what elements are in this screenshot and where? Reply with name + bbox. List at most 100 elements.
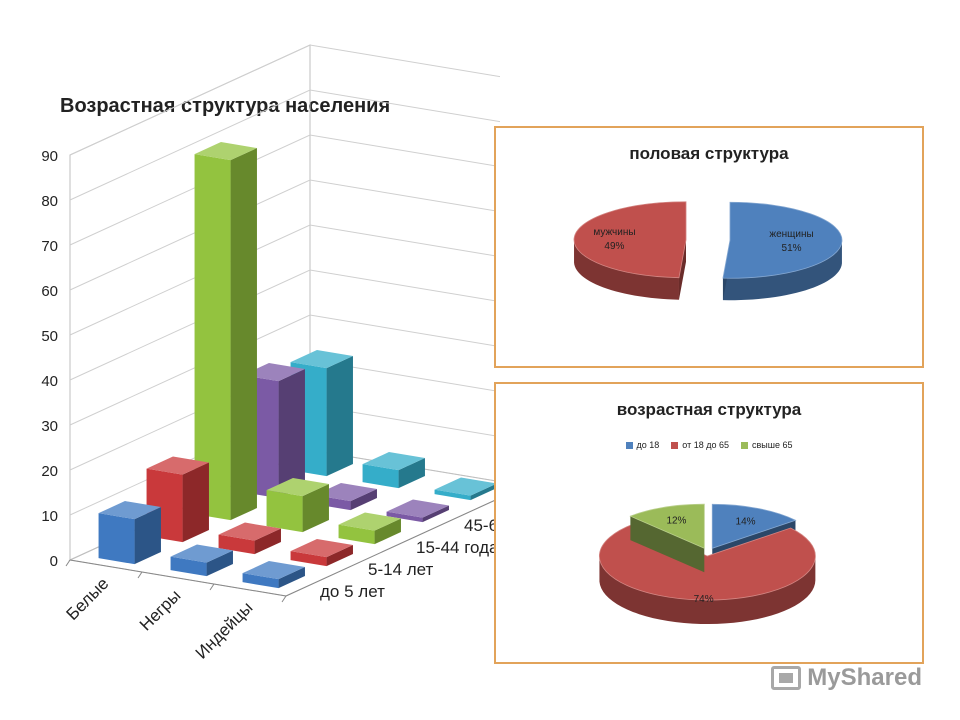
legend-swatch <box>671 441 679 449</box>
y-tick-label: 70 <box>41 238 58 255</box>
bar-side <box>398 458 425 489</box>
bar-side <box>326 356 353 477</box>
category-label: Негры <box>136 586 185 635</box>
gender-structure-panel: половая структура женщины 51% мужчины 49% <box>494 126 924 368</box>
bar-front <box>338 524 375 545</box>
age-structure-bar-chart: Возрастная структура населения 0 10 20 30 40… <box>41 44 500 663</box>
series-label: 45-64 года <box>464 516 500 535</box>
legend-label: свыше 65 <box>752 440 793 450</box>
gridline <box>69 314 500 426</box>
legend-item-over-65: свыше 65 <box>741 440 793 450</box>
chart-title: Возрастная структура населения <box>60 95 390 117</box>
depth-axis <box>285 497 500 597</box>
y-tick-label: 40 <box>41 373 58 390</box>
bar-front <box>362 464 399 489</box>
bar-side <box>278 567 305 589</box>
age-pie-title: возрастная структура <box>616 400 802 419</box>
legend-swatch <box>625 441 633 449</box>
pie-slice-pct: 12% <box>666 516 686 527</box>
pie-slice-wall <box>574 240 679 300</box>
y-tick-label: 60 <box>41 283 58 300</box>
bar-top <box>218 522 281 541</box>
pie-slice-wall <box>599 556 816 625</box>
bar <box>338 512 401 545</box>
bar <box>362 452 425 489</box>
pie-slice <box>722 201 843 301</box>
bar-top <box>146 456 209 475</box>
legend-item-18-65: от 18 до 65 <box>671 440 729 450</box>
bar-front <box>218 534 255 555</box>
bar-side <box>470 483 497 501</box>
bar-front <box>290 551 327 567</box>
y-tick-label: 30 <box>41 418 58 435</box>
bar-front <box>242 573 279 589</box>
legend-label: от 18 до 65 <box>682 440 729 450</box>
bar-top <box>170 544 233 563</box>
bar-top <box>242 561 305 580</box>
y-tick-label: 90 <box>41 148 58 165</box>
x-axis <box>69 559 287 597</box>
chart-bars <box>98 142 497 589</box>
pie-slice-label: мужчины <box>593 227 635 238</box>
y-tick-label: 80 <box>41 193 58 210</box>
gridline <box>69 269 500 381</box>
bar <box>218 522 281 555</box>
x-tick <box>281 595 287 603</box>
bar <box>386 499 449 523</box>
bar <box>170 544 233 577</box>
bar-front <box>98 513 135 565</box>
pie-slice-pct: 51% <box>782 243 802 254</box>
legend-swatch <box>741 441 748 449</box>
bar-top <box>338 512 401 531</box>
bar-side <box>350 489 377 511</box>
bar-top <box>194 142 257 161</box>
bar-side <box>422 505 449 523</box>
pie-slice-top <box>573 201 687 279</box>
pie-slice-top <box>711 503 797 549</box>
gridline <box>69 224 500 336</box>
bar-top <box>386 499 449 518</box>
bar-front <box>434 489 471 501</box>
pie-slice-top <box>629 503 705 549</box>
gridline <box>69 89 500 201</box>
y-tick-label: 10 <box>41 508 58 525</box>
bar <box>194 142 257 521</box>
pie-slice-pct: 49% <box>604 241 624 252</box>
pie-slice-label: женщины <box>769 229 813 240</box>
x-tick <box>209 583 215 591</box>
bar-top <box>314 483 377 502</box>
x-tick <box>137 571 143 579</box>
pie-slice-cut <box>678 239 687 300</box>
series-label: 5-14 лет <box>368 560 434 579</box>
bar-side <box>374 518 401 545</box>
age-pie-chart: 14% 74% 12% <box>598 503 816 625</box>
age-pie-legend: до 18 от 18 до 65 свыше 65 <box>496 440 922 450</box>
bar-front <box>266 490 303 533</box>
series-label: 15-44 года <box>416 538 499 557</box>
legend-item-under-18: до 18 <box>625 440 659 450</box>
bar-side <box>230 148 257 521</box>
bar-top <box>242 363 305 382</box>
pie-slice <box>573 201 687 300</box>
series-label: до 5 лет <box>320 582 385 601</box>
bar-side <box>278 369 305 499</box>
bar-front <box>386 511 423 523</box>
bar-side <box>326 545 353 567</box>
bar-side <box>182 462 209 543</box>
bar <box>266 478 329 533</box>
bar-side <box>302 484 329 533</box>
y-tick-label: 50 <box>41 328 58 345</box>
x-tick <box>65 559 71 567</box>
bar <box>290 539 353 567</box>
age-structure-panel: возрастная структура до 18 от 18 до 65 с… <box>494 382 924 664</box>
pie-slice-pct: 74% <box>694 594 714 605</box>
pie-slice-cut <box>630 516 705 573</box>
pie-slice-top <box>722 201 843 279</box>
gender-pie-title: половая структура <box>629 144 789 163</box>
bar-side <box>254 528 281 555</box>
y-tick-label: 20 <box>41 463 58 480</box>
bar-top <box>266 478 329 497</box>
bar-top <box>290 350 353 369</box>
myshared-logo-icon <box>771 666 802 690</box>
category-label: Белые <box>62 574 112 624</box>
